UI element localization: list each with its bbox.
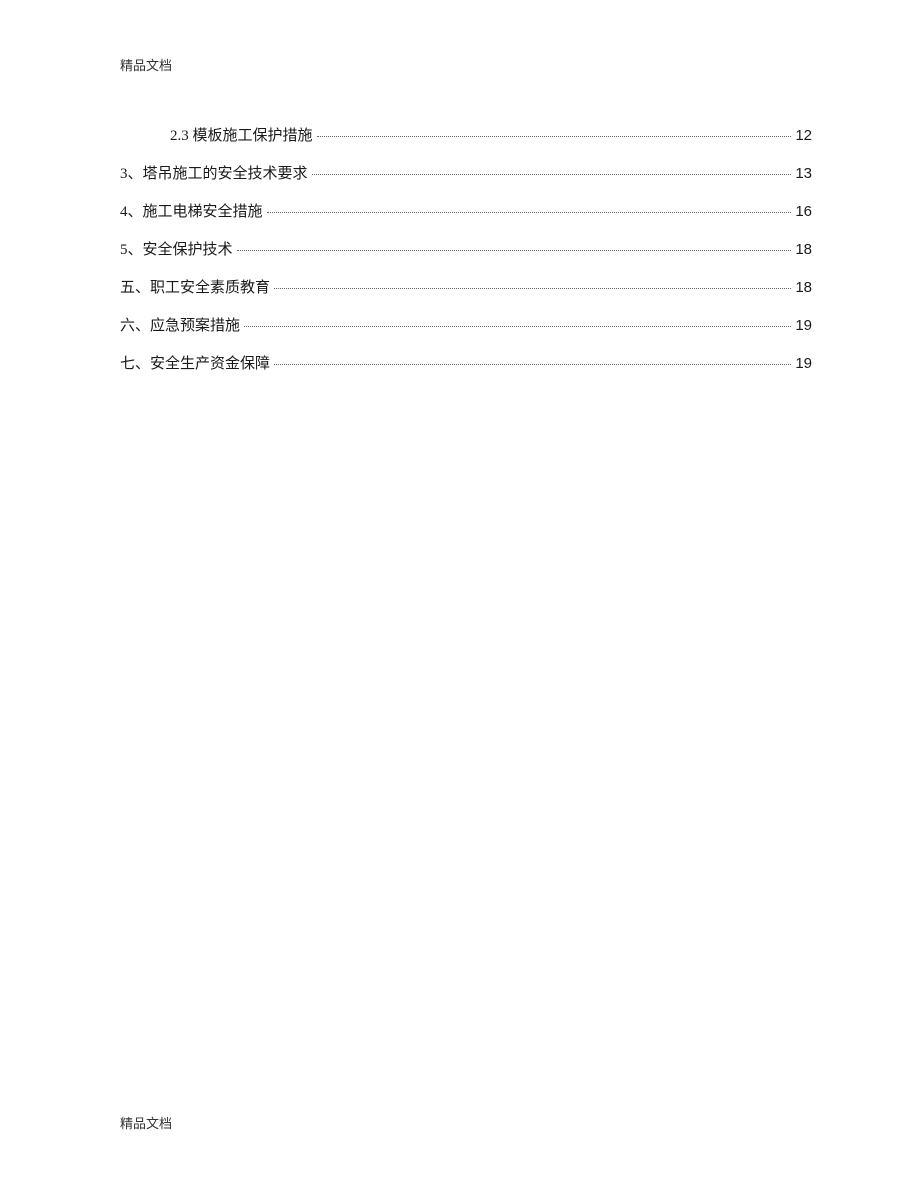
toc-page-number: 19: [795, 352, 812, 376]
toc-dots: [237, 250, 792, 251]
toc-label: 3、塔吊施工的安全技术要求: [120, 162, 308, 186]
toc-entry: 5、安全保护技术 18: [120, 238, 812, 262]
toc-page-number: 18: [795, 238, 812, 262]
toc-label: 五、职工安全素质教育: [120, 276, 270, 300]
toc-label: 5、安全保护技术: [120, 238, 233, 262]
toc-entry: 3、塔吊施工的安全技术要求 13: [120, 162, 812, 186]
toc-label: 4、施工电梯安全措施: [120, 200, 263, 224]
toc-page-number: 16: [795, 200, 812, 224]
toc-page-number: 19: [795, 314, 812, 338]
footer-text: 精品文档: [120, 1116, 172, 1131]
toc-entry: 七、安全生产资金保障 19: [120, 352, 812, 376]
toc-dots: [317, 136, 792, 137]
toc-page-number: 12: [795, 124, 812, 148]
page-header: 精品文档: [120, 55, 812, 74]
toc-dots: [274, 288, 791, 289]
page-footer: 精品文档: [120, 1113, 172, 1132]
toc-entry: 4、施工电梯安全措施 16: [120, 200, 812, 224]
toc-dots: [244, 326, 791, 327]
header-text: 精品文档: [120, 58, 172, 73]
toc-entry: 六、应急预案措施 19: [120, 314, 812, 338]
document-page: 精品文档 2.3 模板施工保护措施 12 3、塔吊施工的安全技术要求 13 4、…: [0, 0, 920, 1192]
toc-page-number: 13: [795, 162, 812, 186]
table-of-contents: 2.3 模板施工保护措施 12 3、塔吊施工的安全技术要求 13 4、施工电梯安…: [120, 124, 812, 376]
toc-page-number: 18: [795, 276, 812, 300]
toc-dots: [312, 174, 792, 175]
toc-dots: [267, 212, 792, 213]
toc-dots: [274, 364, 791, 365]
toc-entry: 2.3 模板施工保护措施 12: [120, 124, 812, 148]
toc-label: 七、安全生产资金保障: [120, 352, 270, 376]
toc-label: 2.3 模板施工保护措施: [170, 124, 313, 148]
toc-entry: 五、职工安全素质教育 18: [120, 276, 812, 300]
toc-label: 六、应急预案措施: [120, 314, 240, 338]
